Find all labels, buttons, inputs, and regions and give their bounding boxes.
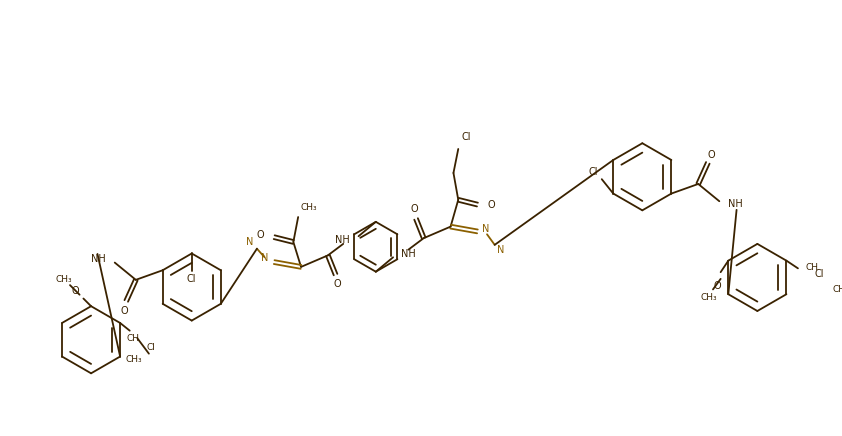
Text: N: N [246, 237, 253, 247]
Text: Cl: Cl [147, 344, 156, 352]
Text: Cl: Cl [461, 133, 471, 143]
Text: O: O [120, 306, 128, 316]
Text: N: N [261, 253, 269, 263]
Text: N: N [482, 224, 489, 234]
Text: NH: NH [92, 254, 106, 264]
Text: CH: CH [127, 334, 140, 343]
Text: Cl: Cl [187, 274, 196, 284]
Text: O: O [333, 279, 341, 289]
Text: CH: CH [806, 263, 818, 272]
Text: O: O [708, 150, 716, 160]
Text: CH₃: CH₃ [56, 275, 72, 284]
Text: CH₃: CH₃ [300, 203, 317, 212]
Text: O: O [72, 286, 79, 296]
Text: Cl: Cl [589, 167, 598, 177]
Text: CH₃: CH₃ [125, 355, 141, 364]
Text: Cl: Cl [814, 269, 823, 279]
Text: NH: NH [728, 199, 743, 209]
Text: O: O [714, 281, 722, 290]
Text: O: O [410, 204, 418, 215]
Text: NH: NH [335, 235, 350, 245]
Text: N: N [497, 245, 504, 255]
Text: O: O [257, 230, 264, 240]
Text: NH: NH [401, 249, 415, 259]
Text: CH₃: CH₃ [833, 285, 842, 294]
Text: CH₃: CH₃ [701, 293, 717, 302]
Text: O: O [487, 200, 494, 210]
